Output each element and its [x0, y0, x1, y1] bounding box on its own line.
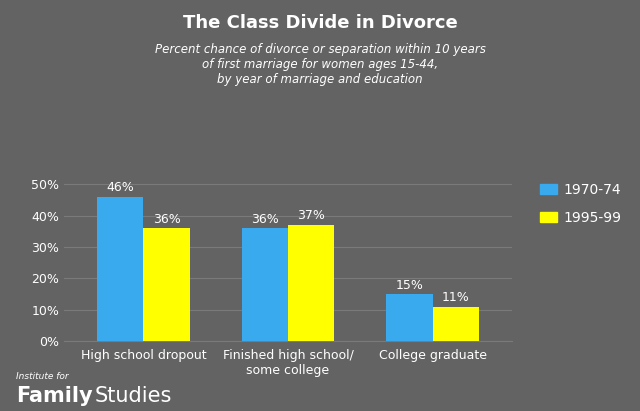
Bar: [242, 228, 288, 341]
Text: 11%: 11%: [442, 291, 470, 304]
Text: Family: Family: [16, 386, 93, 406]
Text: 46%: 46%: [106, 181, 134, 194]
Text: Percent chance of divorce or separation within 10 years
of first marriage for wo: Percent chance of divorce or separation …: [155, 43, 485, 86]
Text: The Class Divide in Divorce: The Class Divide in Divorce: [182, 14, 458, 32]
Text: 36%: 36%: [251, 212, 279, 226]
Bar: [433, 307, 479, 341]
Bar: [288, 225, 334, 341]
Text: 36%: 36%: [153, 212, 180, 226]
Text: Studies: Studies: [95, 386, 172, 406]
Bar: [143, 228, 189, 341]
Legend: 1970-74, 1995-99: 1970-74, 1995-99: [534, 177, 627, 230]
Text: 15%: 15%: [396, 279, 423, 291]
Text: Institute for: Institute for: [16, 372, 68, 381]
Text: 37%: 37%: [297, 210, 325, 222]
Bar: [97, 197, 143, 341]
Bar: [387, 294, 433, 341]
